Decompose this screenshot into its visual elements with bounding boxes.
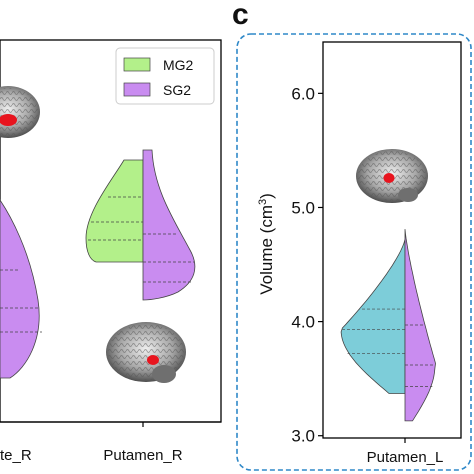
y-axis-label: Volume (cm3) [257,193,276,295]
x-tick-label-left: te_R [0,447,32,464]
violin-mg2-putamen-l [340,239,406,394]
panel-c: c Volume (cm3) 3.0 4.0 5.0 6.0 Putamen_L [232,0,472,471]
x-tick-label-putamen-r: Putamen_R [103,447,182,464]
legend-label-sg2: SG2 [163,82,191,98]
violin-sg2-putamen-r [142,149,196,301]
y-tick-label: 6.0 [291,84,315,103]
panel-c-dashed-border [236,33,472,471]
legend-swatch-sg2 [123,82,151,97]
violin-group-putamen-r [85,149,196,301]
y-tick-label: 3.0 [291,427,315,446]
y-ticks: 3.0 4.0 5.0 6.0 [291,84,323,446]
legend: MG2 SG2 [115,47,215,105]
y-tick-label: 5.0 [291,198,315,217]
brain-slice-image-left-top [0,86,40,138]
legend-label-mg2: MG2 [163,57,194,73]
violin-sg2-prev [0,199,40,379]
x-tick-label-putamen-l: Putamen_L [367,449,444,466]
violin-mg2-putamen-r [85,159,144,263]
right-axes-frame [322,41,462,439]
y-tick-label: 4.0 [291,313,315,332]
brain-slice-image-putamen-r [106,322,186,383]
legend-swatch-mg2 [123,57,151,72]
brain-slice-image-putamen-l [356,149,428,203]
violin-group-putamen-l [340,229,436,422]
panel-label-c: c [232,0,249,31]
left-panel: MG2 SG2 te_R Putamen_R [0,39,222,464]
